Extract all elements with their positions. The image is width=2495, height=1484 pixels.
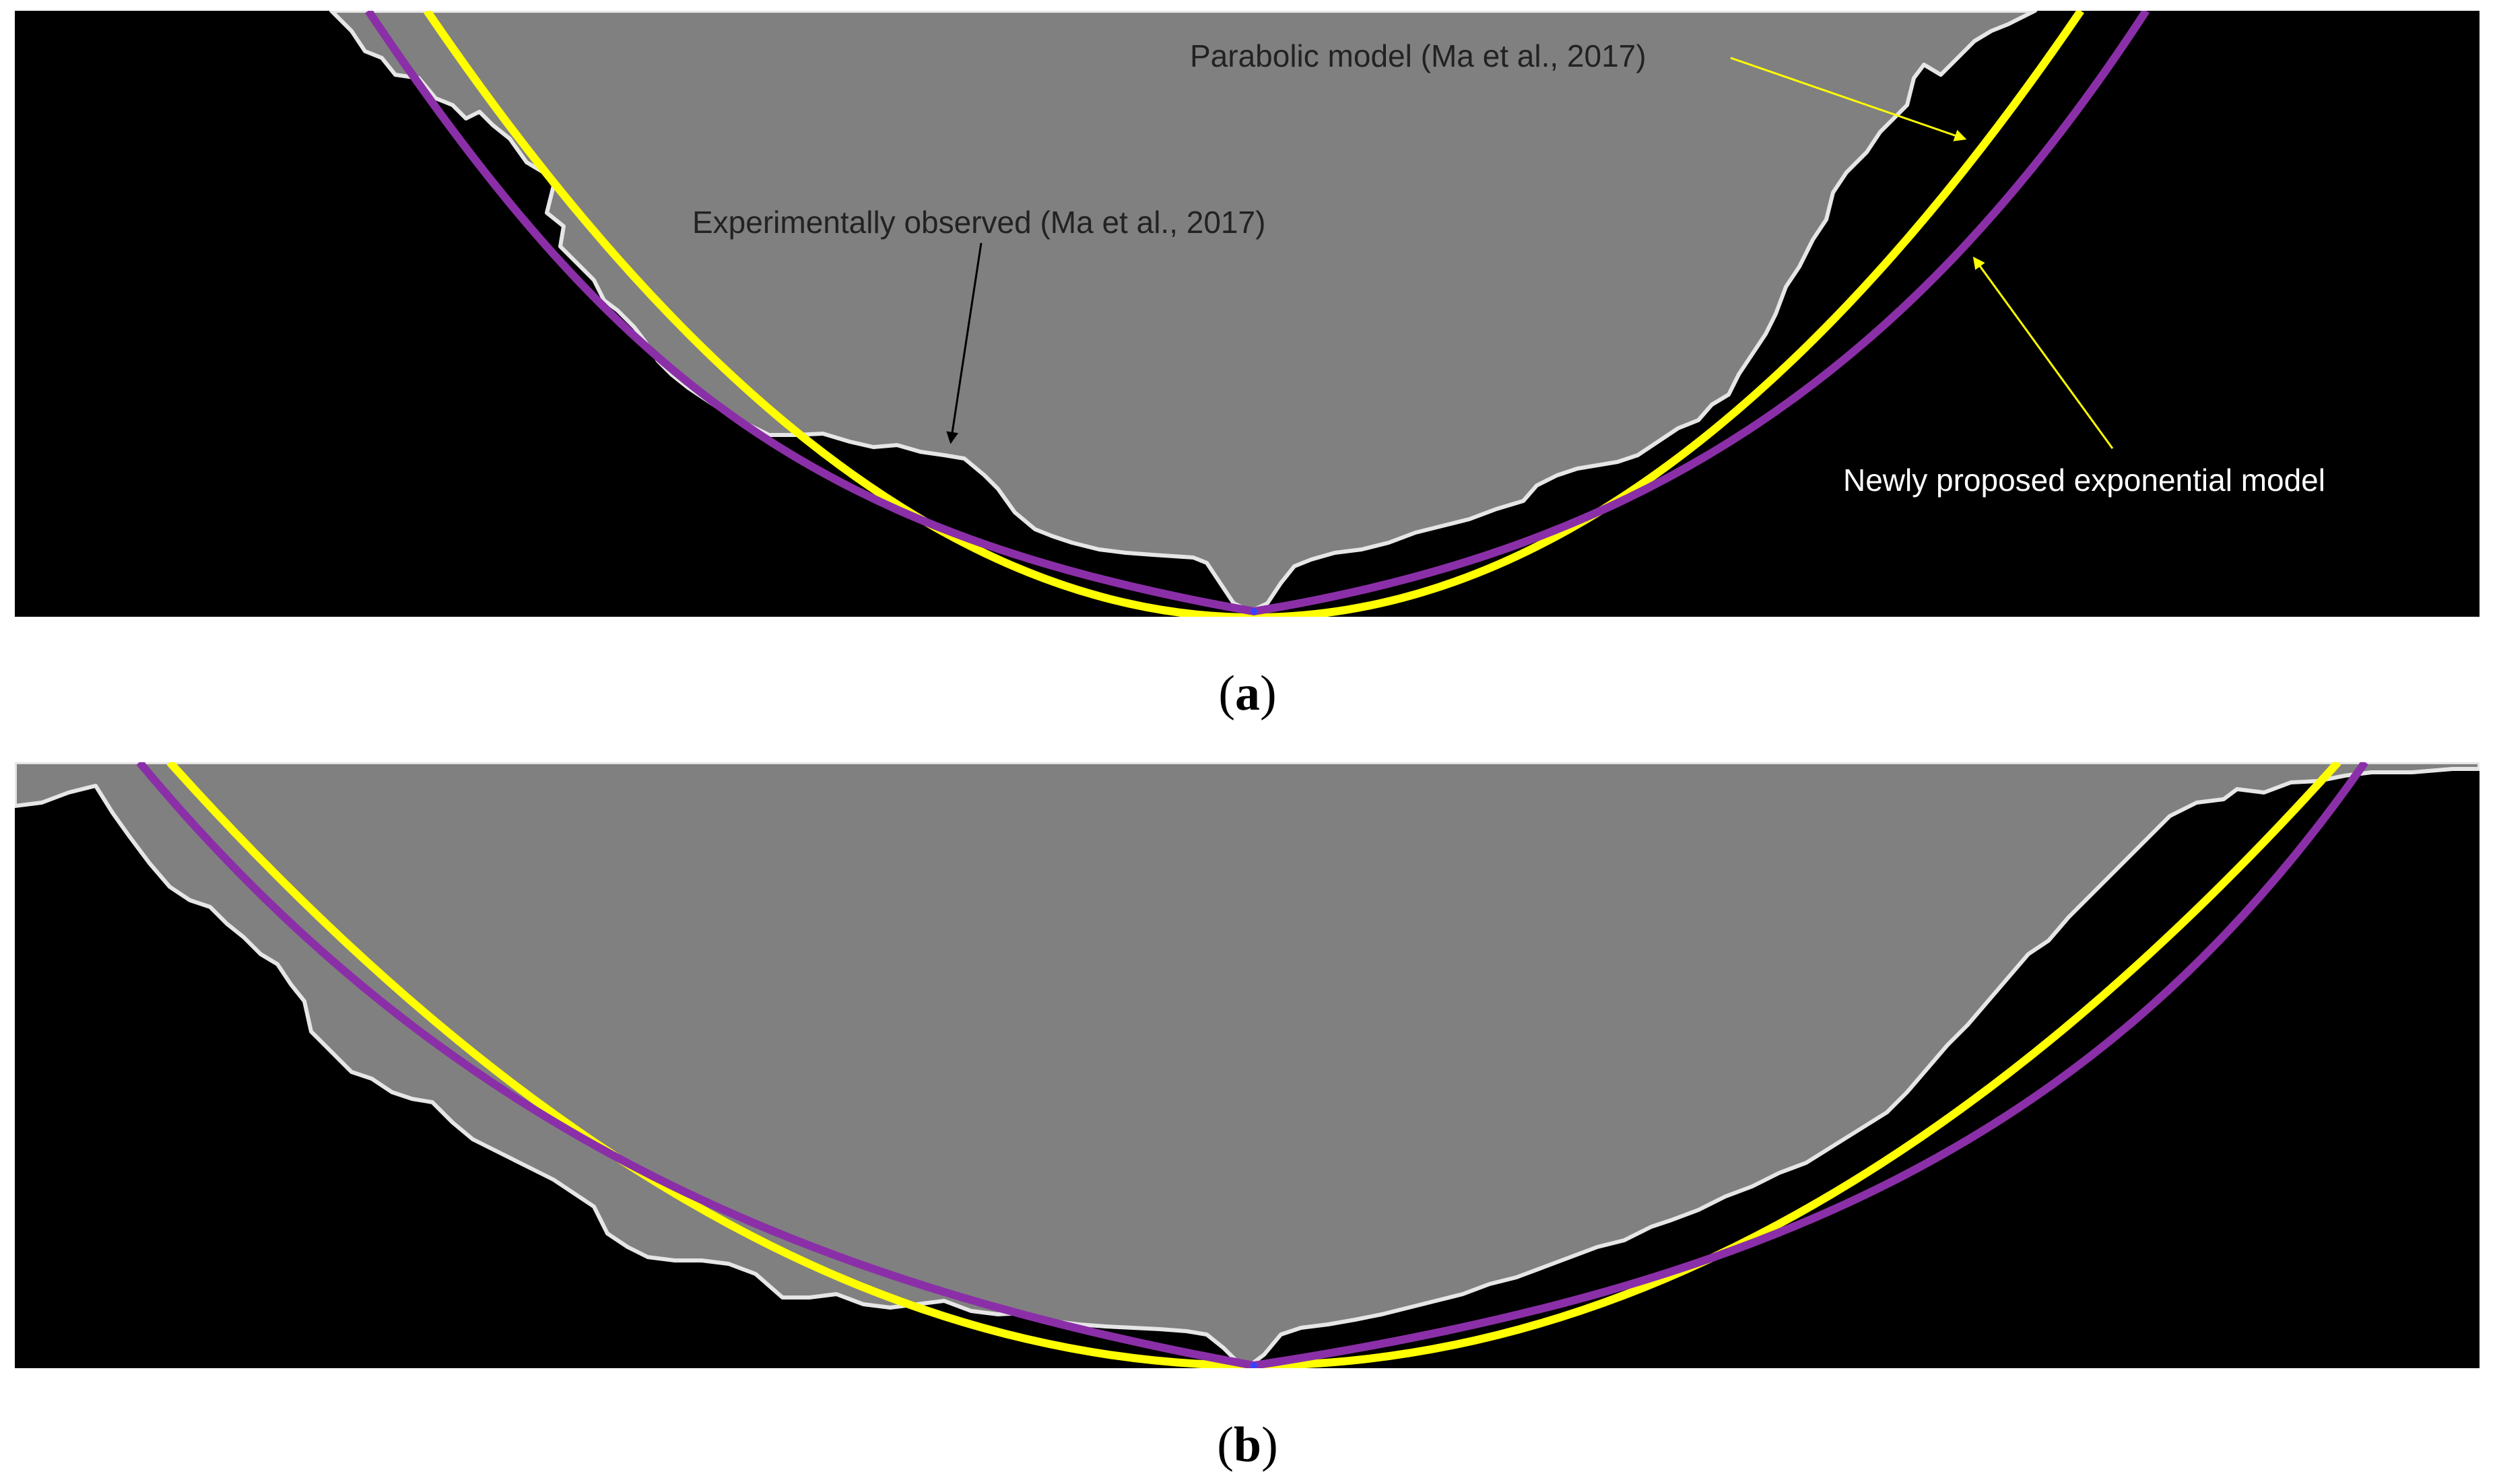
exponential-arrow — [1972, 257, 2114, 449]
caption-a: (a) — [1218, 666, 1277, 721]
panel-b-plot — [15, 762, 2480, 1368]
observed-profile-b — [15, 762, 2480, 1367]
caption-a-letter: a — [1235, 666, 1260, 721]
parabolic-model-curve-a — [424, 11, 2084, 617]
caption-b: (b) — [1217, 1417, 1278, 1473]
observed-profile-a — [329, 11, 2037, 613]
experimental-arrow — [946, 242, 983, 444]
parabolic-model-label: Parabolic model (Ma et al., 2017) — [1190, 38, 1646, 73]
vertex-marker-a — [1251, 608, 1257, 615]
experimental-label: Experimentally observed (Ma et al., 2017… — [692, 205, 1265, 240]
panel-b-image — [15, 762, 2480, 1368]
vertex-marker-b — [1251, 1362, 1257, 1368]
panel-a-plot: Parabolic model (Ma et al., 2017) Experi… — [15, 11, 2480, 617]
panel-a-image: Parabolic model (Ma et al., 2017) Experi… — [15, 11, 2480, 617]
parabolic-arrow — [1730, 57, 1967, 141]
exponential-model-label: Newly proposed exponential model — [1843, 463, 2325, 498]
caption-b-letter: b — [1233, 1417, 1262, 1473]
